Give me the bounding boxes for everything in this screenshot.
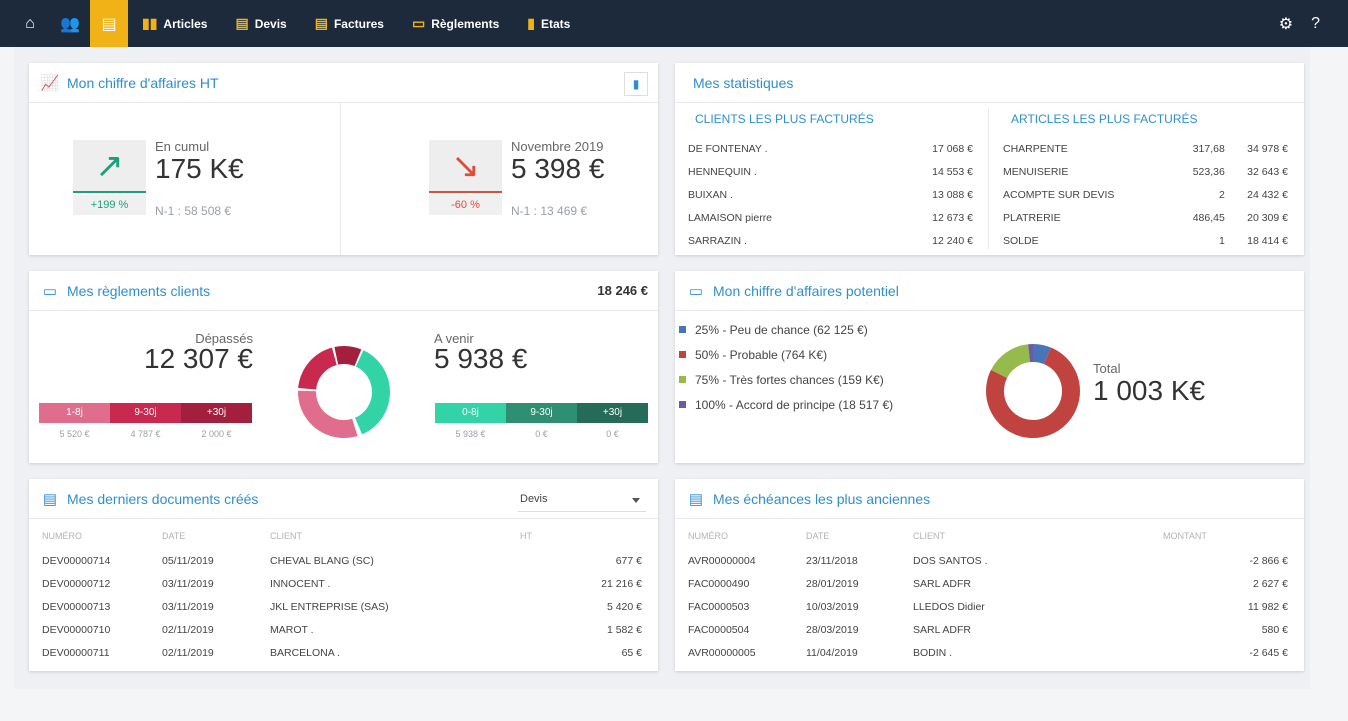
home-icon[interactable]: ⌂ — [25, 14, 35, 32]
reglements-donut — [298, 346, 391, 439]
echeances-card: ▤ Mes échéances les plus anciennes NUMÉRO… — [675, 479, 1304, 671]
table-row[interactable]: FAC0000490 28/01/2019 SARL ADFR 2 627 € — [688, 577, 1288, 590]
month-percent: -60 % — [429, 195, 502, 215]
legend-item: 100% - Accord de principe (18 517 €) — [679, 392, 893, 417]
clients-title: CLIENTS LES PLUS FACTURÉS — [695, 112, 874, 126]
month-n1: N-1 : 13 469 € — [511, 204, 588, 218]
table-row[interactable]: FAC0000503 10/03/2019 LLEDOS Didier 11 982 … — [688, 600, 1288, 613]
donut-slice-3 — [986, 344, 1080, 438]
dashboard: 📈 Mon chiffre d'affaires HT ▮ ↗ +199 % En… — [14, 47, 1310, 689]
avenir-bar: 0-8j 9-30j +30j — [435, 403, 648, 423]
client-row[interactable]: LAMAISON pierre 12 673 € — [688, 211, 973, 224]
depasses-label: Dépassés — [195, 331, 253, 346]
arrow-up-icon: ↗ — [73, 140, 146, 193]
article-row[interactable]: SOLDE 1 18 414 € — [1003, 234, 1288, 247]
nav-devis[interactable]: ▤ Devis — [235, 15, 287, 31]
card-icon: ▭ — [42, 282, 58, 300]
article-row[interactable]: CHARPENTE 317,68 34 978 € — [1003, 142, 1288, 155]
potentiel-donut — [986, 344, 1080, 438]
reglements-total: 18 246 € — [597, 283, 648, 298]
table-row[interactable]: AVR00000004 23/11/2018 DOS SANTOS . -2 866 … — [688, 554, 1288, 567]
month-value: 5 398 € — [511, 153, 605, 184]
potentiel-legend: 25% - Peu de chance (62 125 €) 50% - Prob… — [679, 317, 893, 417]
depasses-bar: 1-8j 9-30j +30j — [39, 403, 252, 423]
document-icon: ▤ — [235, 15, 249, 31]
card-icon: ▭ — [411, 15, 426, 31]
table-row[interactable]: DEV00000714 05/11/2019 CHEVAL BLANG (SC) 67… — [42, 554, 642, 567]
table-row[interactable]: FAC0000504 28/03/2019 SARL ADFR 580 € — [688, 623, 1288, 636]
echeances-table: NUMÉRO DATE CLIENT MONTANT AVR00000004 23/11… — [688, 523, 1288, 664]
client-row[interactable]: HENNEQUIN . 14 553 € — [688, 165, 973, 178]
reglements-title: Mes règlements clients — [67, 282, 211, 299]
avenir-value: 5 938 € — [434, 343, 528, 374]
stats-title: Mes statistiques — [693, 74, 794, 91]
month-label: Novembre 2019 — [511, 139, 604, 154]
table-row[interactable]: DEV00000712 03/11/2019 INNOCENT . 21 216 € — [42, 577, 642, 590]
cumul-n1: N-1 : 58 508 € — [155, 204, 232, 218]
ca-card: 📈 Mon chiffre d'affaires HT ▮ ↗ +199 % En… — [29, 63, 658, 255]
reglements-card: ▭ Mes règlements clients 18 246 € Dépassé… — [29, 271, 658, 463]
nav-reglements[interactable]: ▭ Règlements — [411, 15, 500, 31]
article-row[interactable]: PLATRERIE 486,45 20 309 € — [1003, 211, 1288, 224]
docs-table: NUMÉRO DATE CLIENT HT DEV00000714 05/11/2019… — [42, 523, 642, 664]
table-row[interactable]: DEV00000713 03/11/2019 JKL ENTREPRISE (SAS… — [42, 600, 642, 613]
table-row[interactable]: AVR00000005 11/04/2019 BODIN . -2 645 € — [688, 646, 1288, 659]
nav-factures[interactable]: ▤ Factures — [314, 15, 384, 31]
table-row[interactable]: DEV00000711 02/11/2019 BARCELONA . 65 € — [42, 646, 642, 659]
articles-table: CHARPENTE 317,68 34 978 € MENUISERIE 523,36 3… — [1003, 137, 1288, 252]
cumul-label: En cumul — [155, 139, 210, 154]
article-row[interactable]: ACOMPTE SUR DEVIS 2 24 432 € — [1003, 188, 1288, 201]
legend-item: 25% - Peu de chance (62 125 €) — [679, 317, 893, 342]
dashboard-icon[interactable]: ▤ — [90, 0, 128, 47]
legend-swatch — [679, 401, 686, 408]
ca-title: Mon chiffre d'affaires HT — [67, 74, 219, 91]
legend-swatch — [679, 326, 686, 333]
stats-card: Mes statistiques CLIENTS LES PLUS FACTUR… — [675, 63, 1304, 255]
docs-card: ▤ Mes derniers documents créés Devis NUMÉ… — [29, 479, 658, 671]
arrow-down-icon: ↘ — [429, 140, 502, 193]
bar-chart-icon: ▮ — [527, 15, 535, 31]
chart-icon: 📈 — [40, 74, 60, 92]
card-icon: ▭ — [688, 282, 704, 300]
depasses-value: 12 307 € — [144, 343, 253, 374]
docs-title: Mes derniers documents créés — [67, 490, 259, 507]
article-row[interactable]: MENUISERIE 523,36 32 643 € — [1003, 165, 1288, 178]
legend-swatch — [679, 376, 686, 383]
docs-type-select[interactable]: Devis — [518, 488, 646, 512]
top-nav: ⌂ 👥 ▤ ▮▮ Articles ▤ Devis ▤ Factures ▭ Règle… — [0, 0, 1348, 47]
legend-swatch — [679, 351, 686, 358]
total-label: Total — [1093, 361, 1121, 376]
book-icon: ▮▮ — [142, 15, 158, 31]
document-icon: ▤ — [42, 490, 58, 508]
gear-icon[interactable]: ⚙ — [1278, 15, 1294, 33]
total-value: 1 003 K€ — [1093, 375, 1206, 406]
client-row[interactable]: BUIXAN . 13 088 € — [688, 188, 973, 201]
nav-etats[interactable]: ▮ Etats — [527, 15, 571, 31]
potentiel-card: ▭ Mon chiffre d'affaires potentiel 25% - … — [675, 271, 1304, 463]
users-icon[interactable]: 👥 — [60, 15, 80, 33]
table-row[interactable]: DEV00000710 02/11/2019 MAROT .1 582 € — [42, 623, 642, 636]
cumul-percent: +199 % — [73, 195, 146, 215]
avenir-label: A venir — [434, 331, 474, 346]
help-icon[interactable]: ? — [1311, 14, 1320, 32]
invoice-icon: ▤ — [314, 15, 328, 31]
chevron-down-icon — [632, 498, 640, 503]
legend-item: 75% - Très fortes chances (159 K€) — [679, 367, 893, 392]
echeances-title: Mes échéances les plus anciennes — [713, 490, 931, 507]
cumul-value: 175 K€ — [155, 153, 244, 184]
donut-slice-1 — [986, 344, 1080, 438]
clients-table: DE FONTENAY . 17 068 € HENNEQUIN . 14 553 €… — [688, 137, 973, 252]
legend-item: 50% - Probable (764 K€) — [679, 342, 893, 367]
nav-articles[interactable]: ▮▮ Articles — [142, 15, 208, 31]
document-icon: ▤ — [688, 490, 704, 508]
client-row[interactable]: DE FONTENAY . 17 068 € — [688, 142, 973, 155]
potentiel-title: Mon chiffre d'affaires potentiel — [713, 282, 899, 299]
bar-chart-button[interactable]: ▮ — [624, 72, 648, 96]
articles-title: ARTICLES LES PLUS FACTURÉS — [1011, 112, 1198, 126]
client-row[interactable]: SARRAZIN . 12 240 € — [688, 234, 973, 247]
